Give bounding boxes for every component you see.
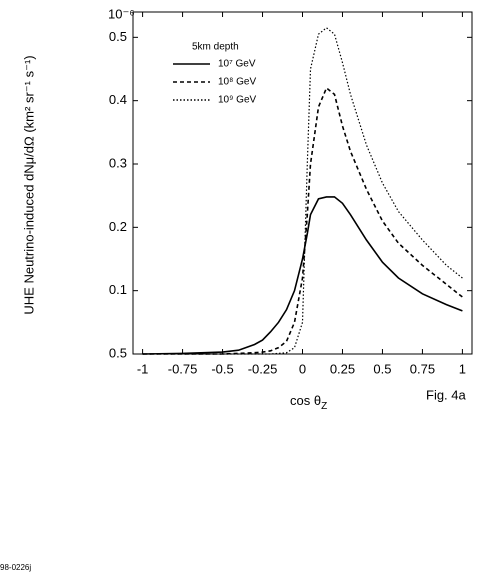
- x-tick-label: 0: [299, 361, 306, 376]
- series-line: [142, 196, 463, 355]
- figure-label: Fig. 4a: [426, 387, 467, 402]
- x-axis-label-sub: Z: [321, 401, 327, 412]
- x-tick-label: -1: [137, 361, 149, 376]
- y-tick-label: 0.2: [109, 219, 127, 234]
- x-tick-label: 0.75: [410, 361, 435, 376]
- x-tick-label: 0.25: [330, 361, 355, 376]
- y-tick-label: 0.3: [109, 155, 127, 170]
- series-line: [142, 27, 463, 355]
- x-axis-label: cos θZ: [290, 393, 327, 411]
- x-tick-label: -0.75: [168, 361, 198, 376]
- x-tick-label: 1: [459, 361, 466, 376]
- figure-id: 98-0226j: [0, 563, 31, 572]
- y-multiplier: 10⁻⁶: [108, 6, 135, 21]
- y-tick-label: 0.4: [109, 92, 127, 107]
- x-tick-label: 0.5: [373, 361, 391, 376]
- x-tick-label: -0.25: [248, 361, 278, 376]
- x-tick-label: -0.5: [211, 361, 233, 376]
- x-axis-label-text: cos θ: [290, 393, 321, 408]
- legend-title: 5km depth: [192, 42, 239, 53]
- y-axis-label: UHE Neutrino-induced dNμ/dΩ (km² sr⁻¹ s⁻…: [21, 55, 36, 314]
- y-tick-label: 0.5: [109, 29, 127, 44]
- legend-label: 10⁹ GeV: [218, 95, 257, 106]
- series-line: [142, 86, 463, 355]
- y-tick-label: 0.5: [109, 345, 127, 360]
- y-tick-label: 0.1: [109, 282, 127, 297]
- legend-label: 10⁷ GeV: [218, 59, 256, 70]
- legend-label: 10⁸ GeV: [218, 77, 256, 88]
